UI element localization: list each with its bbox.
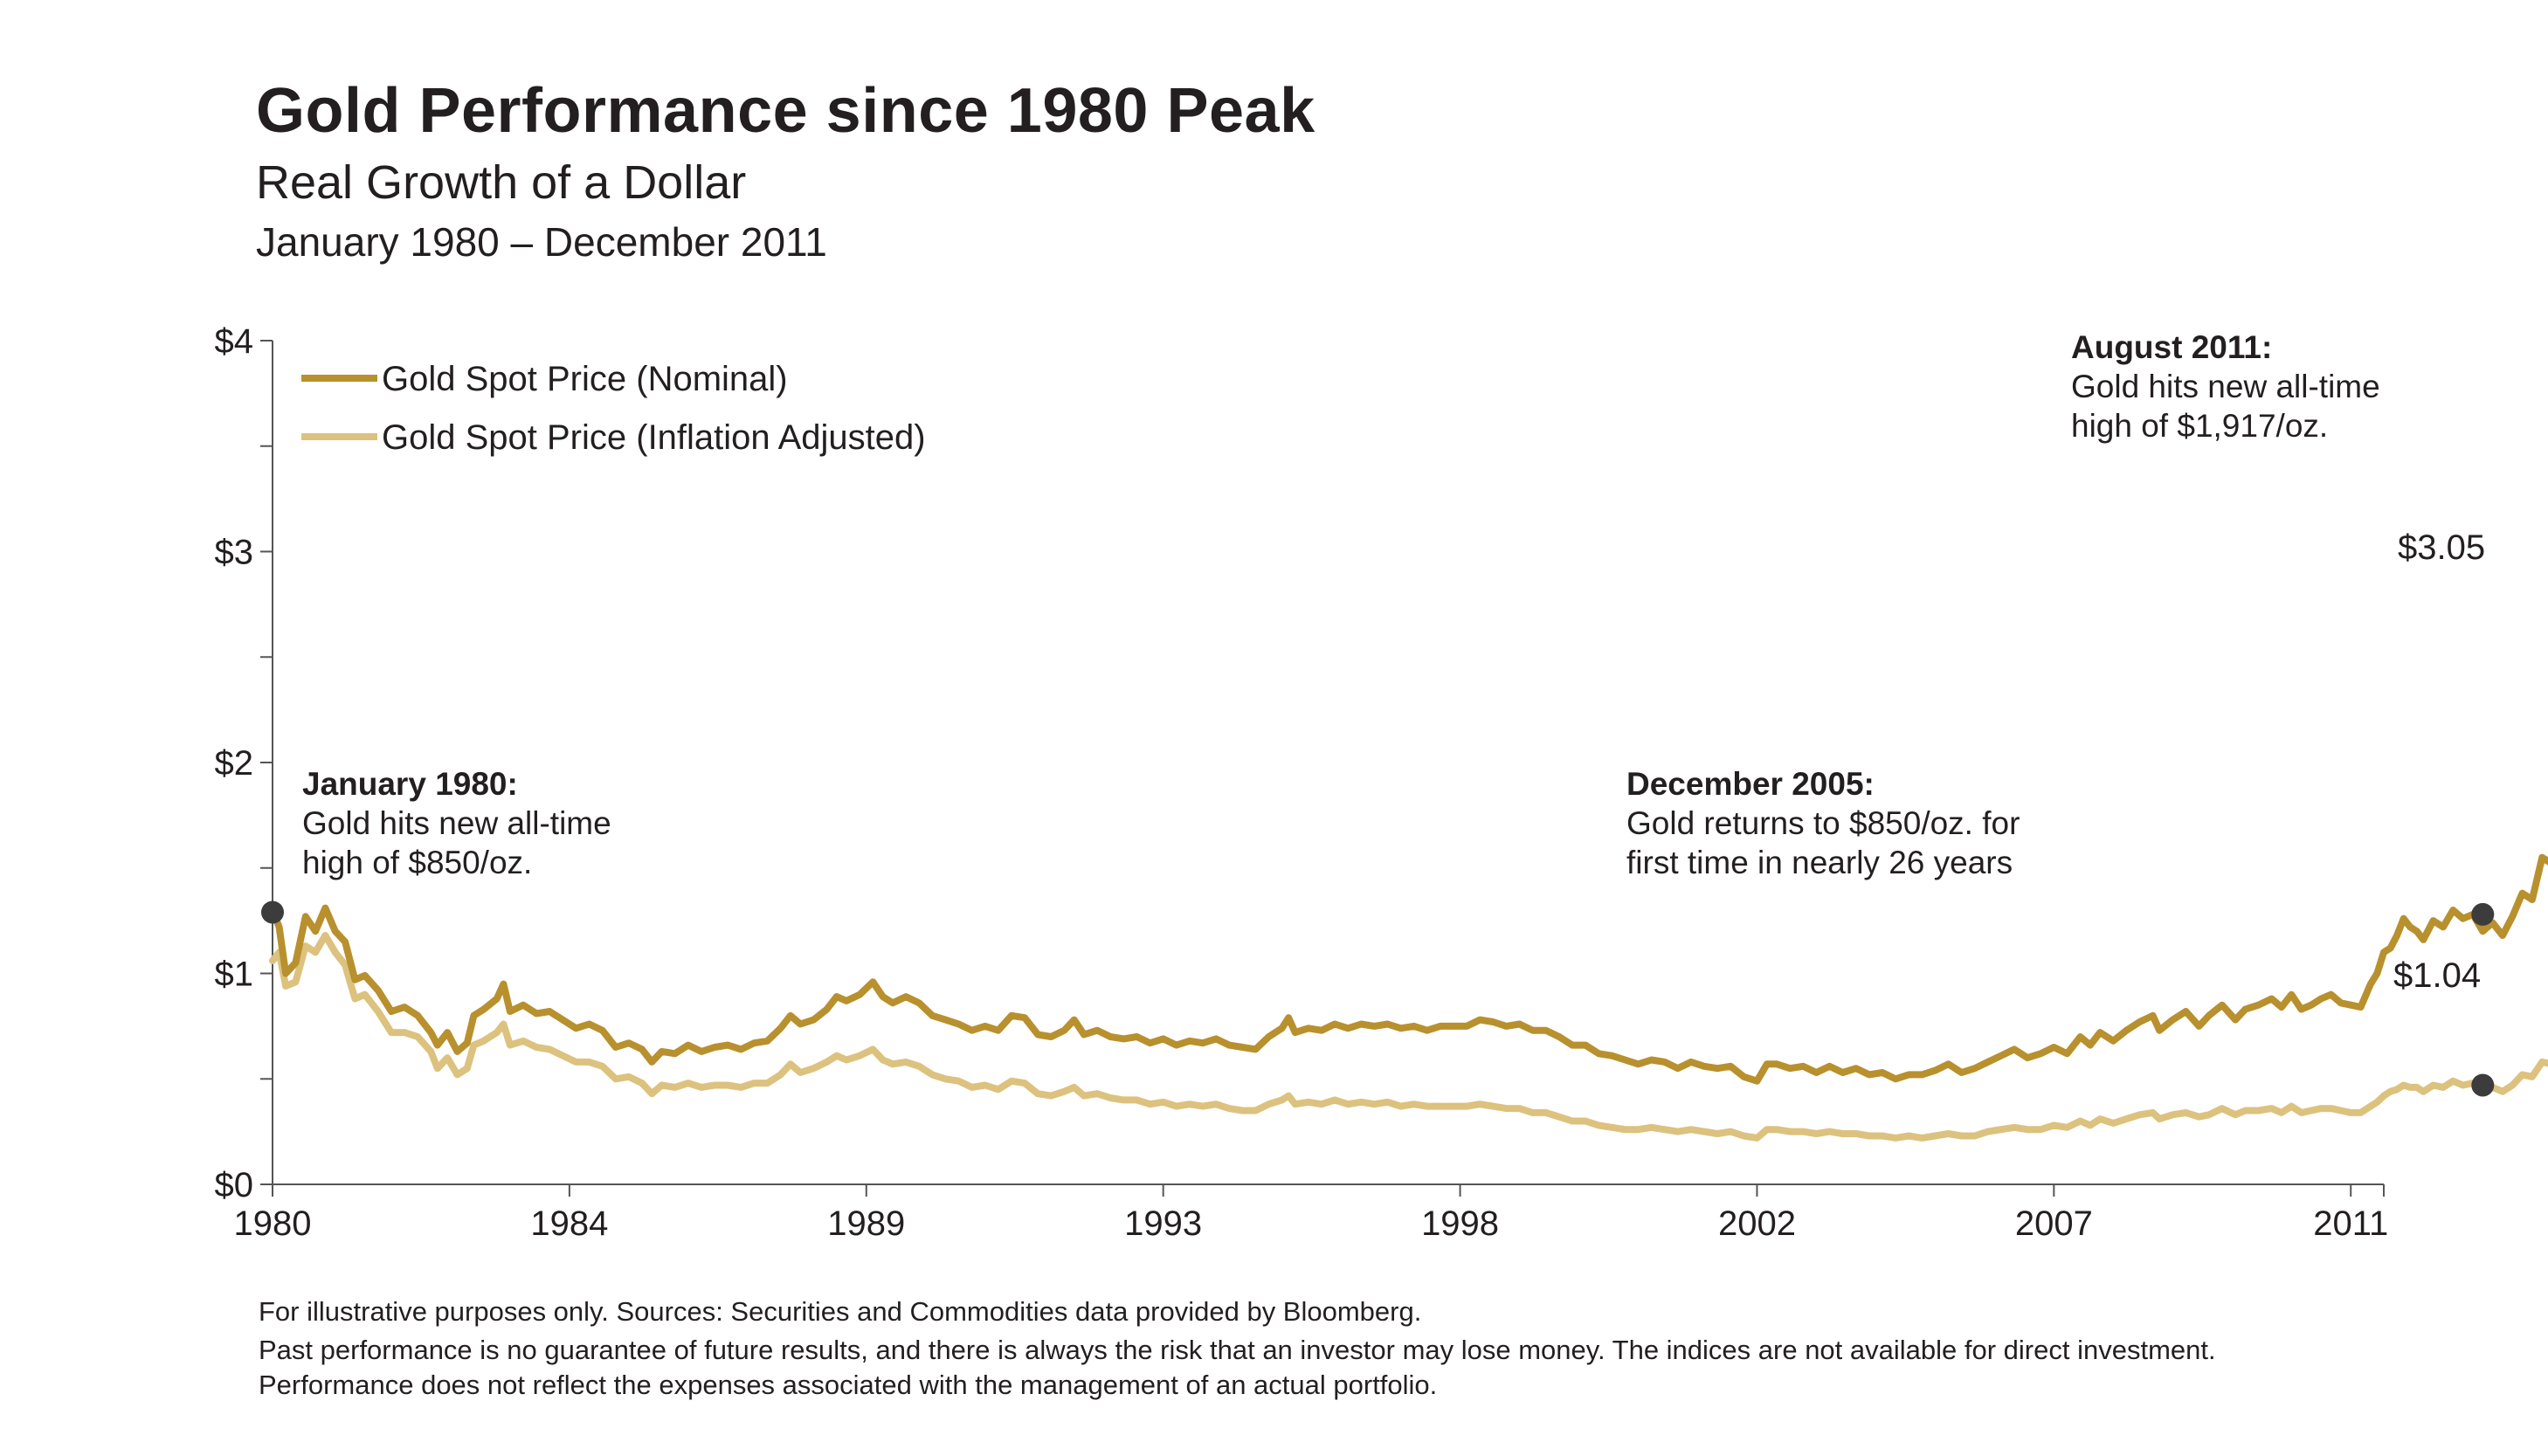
- event-marker: [261, 901, 284, 924]
- annotation-aug-2011: August 2011: Gold hits new all-time high…: [2071, 329, 2380, 444]
- legend: Gold Spot Price (Nominal) Gold Spot Pric…: [301, 360, 926, 457]
- annotation-line: first time in nearly 26 years: [1626, 845, 2013, 880]
- date-range: January 1980 – December 2011: [256, 219, 827, 265]
- end-label-nominal: $3.05: [2398, 528, 2485, 567]
- annotation-line: high of $1,917/oz.: [2071, 408, 2328, 444]
- annotation-title: January 1980:: [302, 766, 518, 802]
- annotation-title: August 2011:: [2071, 329, 2272, 365]
- annotation-line: Gold hits new all-time: [302, 805, 611, 841]
- y-tick-label: $1: [215, 956, 254, 994]
- y-tick-label: $0: [215, 1166, 254, 1204]
- annotation-line: Gold hits new all-time: [2071, 369, 2380, 404]
- annotation-line: high of $850/oz.: [302, 845, 532, 880]
- legend-label-real: Gold Spot Price (Inflation Adjusted): [382, 418, 926, 457]
- y-tick-label: $4: [215, 322, 254, 361]
- annotation-dec-2005: December 2005: Gold returns to $850/oz. …: [1626, 766, 2020, 880]
- x-tick-label: 2002: [1718, 1204, 1796, 1243]
- annotation-line: Gold returns to $850/oz. for: [1626, 805, 2020, 841]
- annotation-jan-1980: January 1980: Gold hits new all-time hig…: [302, 766, 611, 880]
- chart-title: Gold Performance since 1980 Peak: [256, 76, 1315, 146]
- y-tick-label: $3: [215, 534, 254, 572]
- footer-disclaimer: Past performance is no guarantee of futu…: [259, 1335, 2216, 1400]
- series-line-real: [269, 932, 2548, 1142]
- footer-sources: For illustrative purposes only. Sources:…: [259, 1296, 1422, 1327]
- y-tick-label: $2: [215, 744, 254, 783]
- x-tick-label: 1989: [827, 1204, 905, 1243]
- series-line-nominal: [269, 853, 2548, 1085]
- x-tick-label: 1998: [1421, 1204, 1499, 1243]
- end-label-real: $1.04: [2393, 956, 2481, 995]
- x-tick-label: 1984: [530, 1204, 608, 1243]
- x-tick-label: 2011: [2313, 1204, 2388, 1243]
- chart-subtitle: Real Growth of a Dollar: [256, 156, 747, 209]
- x-tick-label: 2007: [2015, 1204, 2093, 1243]
- chart-axes: $0 $1 $2 $3 $4 1980 1984 1989 1993 1998 2002 2007 20…: [215, 322, 2389, 1243]
- x-tick-label: 1993: [1124, 1204, 1202, 1243]
- event-markers: [261, 901, 2495, 1097]
- annotation-title: December 2005:: [1626, 766, 1875, 802]
- event-marker: [2471, 1073, 2495, 1097]
- x-tick-label: 1980: [234, 1204, 312, 1243]
- legend-label-nominal: Gold Spot Price (Nominal): [382, 360, 788, 398]
- series-lines: [269, 853, 2548, 1142]
- event-marker: [2471, 902, 2495, 926]
